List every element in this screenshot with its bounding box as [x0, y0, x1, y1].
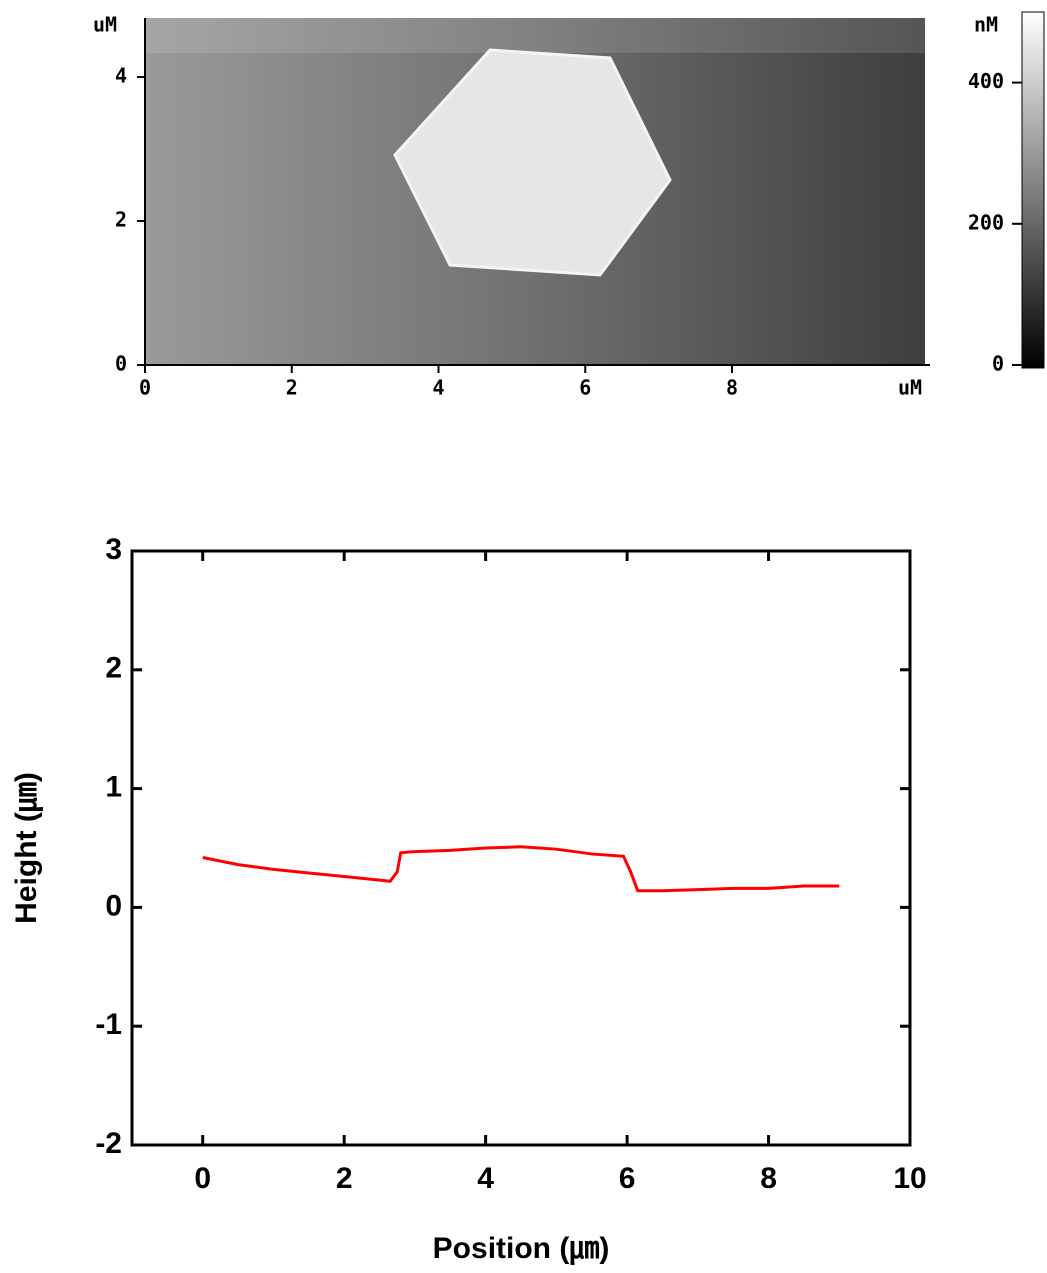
x-tick-label: 0 — [139, 376, 151, 400]
y-tick-label: 2 — [115, 208, 127, 232]
y-axis-title: Height (㎛) — [10, 772, 44, 924]
y-tick-label: 3 — [105, 533, 122, 566]
y-tick-label: 0 — [105, 889, 122, 922]
x-tick-label: 8 — [726, 376, 738, 400]
profile-line — [203, 847, 840, 891]
colorbar — [1022, 12, 1044, 368]
x-tick-label: 4 — [432, 376, 444, 400]
y-tick-label: -1 — [95, 1008, 122, 1041]
colorbar-unit: nM — [974, 13, 998, 37]
colorbar-tick-label: 400 — [968, 69, 1004, 93]
x-tick-label: 2 — [336, 1162, 353, 1195]
line-plot: 0 2 4 6 8 10 -2 -1 0 1 2 3 Position (㎛) Height (㎛) — [10, 533, 927, 1266]
y-unit: uM — [93, 13, 117, 37]
scan-band — [145, 18, 925, 53]
figure: 0 2 4 6 8 0 2 4 uM uM 0 200 400 nM 0 2 4 6 8 10 -2 -1 0 1 2 3 Pos… — [0, 0, 1047, 1273]
page: {"chart_data": [ {"type": "image", "x_un… — [0, 0, 1047, 1273]
x-unit: uM — [898, 376, 922, 400]
y-tick-label: -2 — [95, 1127, 122, 1160]
x-tick-label: 2 — [286, 376, 298, 400]
x-tick-label: 6 — [619, 1162, 636, 1195]
colorbar-tick-label: 0 — [992, 352, 1004, 376]
x-tick-label: 10 — [893, 1162, 926, 1195]
y-tick-label: 2 — [105, 652, 122, 685]
x-tick-label: 4 — [477, 1162, 494, 1195]
x-tick-label: 6 — [579, 376, 591, 400]
x-axis-title: Position (㎛) — [433, 1232, 610, 1266]
afm-image: 0 2 4 6 8 0 2 4 uM uM 0 200 400 nM — [93, 12, 1044, 400]
x-tick-label: 8 — [760, 1162, 777, 1195]
x-tick-label: 0 — [194, 1162, 211, 1195]
y-tick-label: 4 — [115, 64, 127, 88]
colorbar-tick-label: 200 — [968, 210, 1004, 234]
y-tick-label: 1 — [105, 771, 122, 804]
y-tick-label: 0 — [115, 352, 127, 376]
